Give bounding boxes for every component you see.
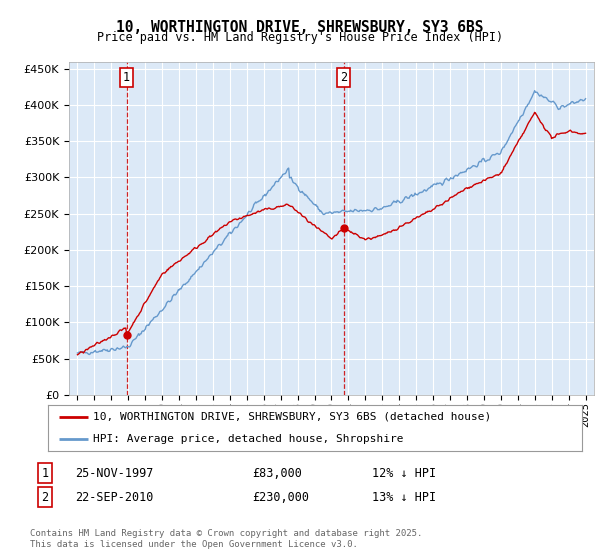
Text: £230,000: £230,000 <box>252 491 309 504</box>
Text: 1: 1 <box>41 466 49 480</box>
Text: Contains HM Land Registry data © Crown copyright and database right 2025.
This d: Contains HM Land Registry data © Crown c… <box>30 529 422 549</box>
Text: 13% ↓ HPI: 13% ↓ HPI <box>372 491 436 504</box>
Text: HPI: Average price, detached house, Shropshire: HPI: Average price, detached house, Shro… <box>94 434 404 444</box>
Text: 10, WORTHINGTON DRIVE, SHREWSBURY, SY3 6BS: 10, WORTHINGTON DRIVE, SHREWSBURY, SY3 6… <box>116 20 484 35</box>
Text: 25-NOV-1997: 25-NOV-1997 <box>75 466 154 480</box>
Text: 2: 2 <box>41 491 49 504</box>
Text: 1: 1 <box>123 71 130 84</box>
Text: Price paid vs. HM Land Registry's House Price Index (HPI): Price paid vs. HM Land Registry's House … <box>97 31 503 44</box>
Text: 22-SEP-2010: 22-SEP-2010 <box>75 491 154 504</box>
Text: 2: 2 <box>340 71 347 84</box>
Text: 10, WORTHINGTON DRIVE, SHREWSBURY, SY3 6BS (detached house): 10, WORTHINGTON DRIVE, SHREWSBURY, SY3 6… <box>94 412 491 422</box>
Text: 12% ↓ HPI: 12% ↓ HPI <box>372 466 436 480</box>
Text: £83,000: £83,000 <box>252 466 302 480</box>
